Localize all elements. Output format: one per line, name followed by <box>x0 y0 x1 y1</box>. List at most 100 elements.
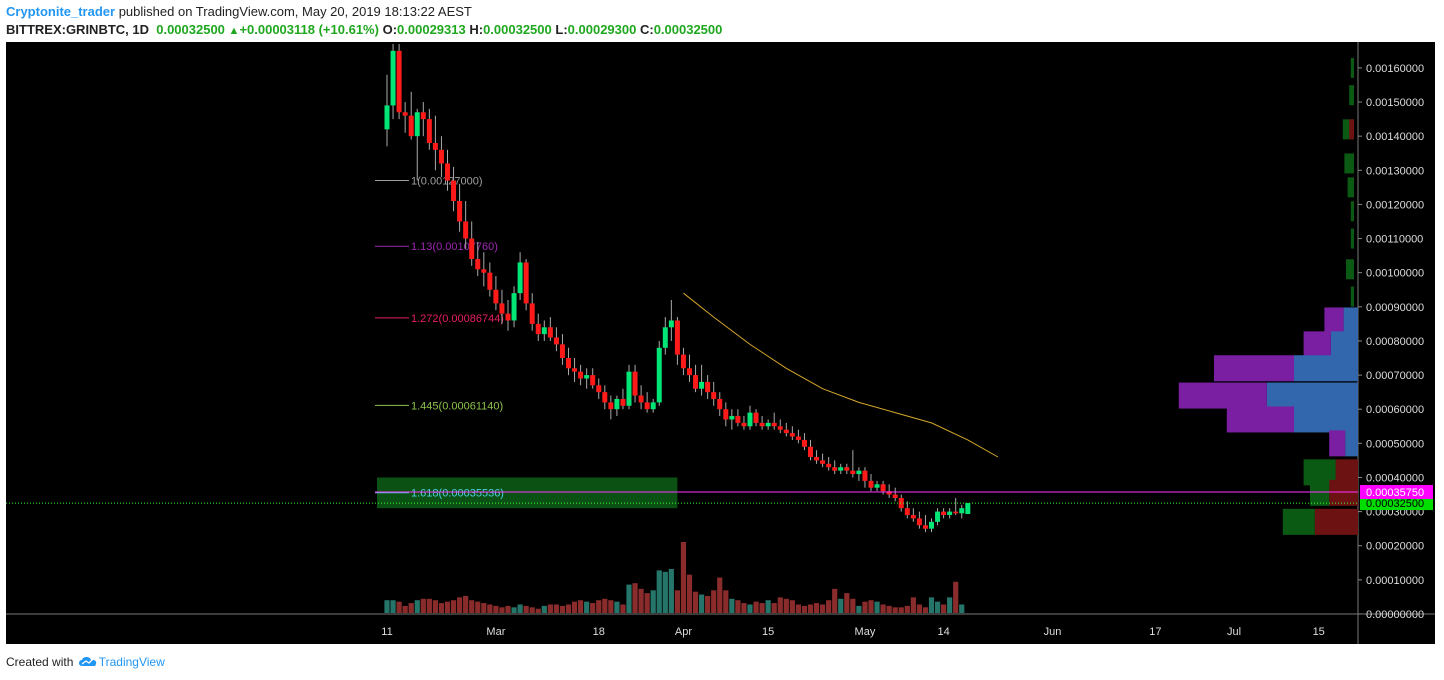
candle-up <box>541 327 547 335</box>
high-value: 0.00032500 <box>483 22 552 37</box>
candle-up <box>584 375 590 379</box>
volume-bar <box>753 601 759 613</box>
candle-down <box>445 163 450 181</box>
candle-down <box>590 375 596 386</box>
volume-bar <box>892 607 898 613</box>
candle-up <box>747 412 753 427</box>
candle-down <box>438 149 444 164</box>
x-tick-label: Jul <box>1227 626 1241 638</box>
candle-down <box>638 395 644 403</box>
candle-down <box>777 426 783 430</box>
candle-up <box>959 508 965 514</box>
volume-bar <box>662 571 668 613</box>
volume-bar <box>487 604 493 613</box>
candle-down <box>814 456 820 461</box>
candle-down <box>705 381 711 393</box>
y-tick-label: 0.00130000 <box>1366 165 1424 177</box>
volume-bar <box>838 598 844 613</box>
moving-average-line <box>683 292 999 458</box>
fib-level-label: 1.272(0.00086744) <box>411 313 504 325</box>
open-label: O: <box>382 22 398 37</box>
x-tick-label: 15 <box>1313 626 1325 638</box>
y-tick-label: 0.00050000 <box>1366 438 1424 450</box>
x-tick-label: 17 <box>1149 626 1161 638</box>
candle-down <box>808 446 813 457</box>
volume-profile-bar-left <box>1329 430 1346 457</box>
y-tick-label: 0.00100000 <box>1366 268 1424 280</box>
volume-bar <box>493 605 499 613</box>
volume-bar <box>614 601 620 613</box>
candle-down <box>572 368 578 372</box>
volume-profile-bar-right <box>1266 382 1358 409</box>
x-tick-label: Jun <box>1044 626 1062 638</box>
y-tick-label: 0.00120000 <box>1366 199 1424 211</box>
volume-bar <box>813 603 820 613</box>
candle-down <box>457 201 463 222</box>
candle-down <box>674 320 680 355</box>
volume-bar <box>795 604 801 613</box>
volume-bar <box>862 601 868 613</box>
candle-down <box>717 398 723 410</box>
candle-up <box>656 347 662 403</box>
volume-bar <box>801 605 808 613</box>
last-price: 0.00032500 <box>156 22 225 37</box>
symbol-label: BITTREX:GRINBTC, 1D <box>6 22 149 37</box>
symbol-info: BITTREX:GRINBTC, 1D 0.00032500 ▲+0.00003… <box>6 22 722 37</box>
candle-down <box>566 358 571 369</box>
volume-profile-bar-left <box>1178 382 1267 409</box>
volume-bar <box>686 574 693 613</box>
volume-bar <box>571 601 578 613</box>
volume-bar <box>850 598 856 613</box>
volume-profile-bar-right <box>1294 355 1358 382</box>
candle-down <box>922 525 928 529</box>
volume-bar <box>922 607 929 613</box>
x-tick-label: 18 <box>593 626 605 638</box>
volume-bar <box>759 603 765 613</box>
candle-down <box>880 484 886 492</box>
volume-bar <box>535 608 541 613</box>
candle-down <box>711 392 717 399</box>
volume-bar <box>692 591 699 613</box>
volume-bar <box>826 600 832 613</box>
volume-profile-bar-left <box>1310 479 1330 506</box>
candle-up <box>662 327 668 348</box>
volume-bar <box>626 584 632 613</box>
candle-up <box>947 511 953 516</box>
volume-bar <box>934 601 941 613</box>
y-tick-label: 0.00080000 <box>1366 336 1424 348</box>
volume-profile-bar-top <box>1350 201 1354 222</box>
low-value: 0.00029300 <box>567 22 637 37</box>
candle-down <box>783 429 789 434</box>
candle-down <box>844 467 850 471</box>
volume-bar <box>868 600 874 613</box>
author-link[interactable]: Cryptonite_trader <box>6 4 116 19</box>
volume-bar <box>771 603 777 613</box>
volume-profile-bar-top <box>1344 153 1354 174</box>
volume-bar <box>426 598 432 613</box>
volume-bar <box>420 598 426 613</box>
volume-bar <box>904 605 910 613</box>
candle-down <box>795 436 801 440</box>
volume-profile-bar-right <box>1343 307 1358 334</box>
fib-level-label: 1.445(0.00061140) <box>411 400 503 412</box>
candle-up <box>668 320 674 328</box>
x-tick-label: Mar <box>486 626 505 638</box>
volume-bar <box>916 604 922 613</box>
current-price-box <box>1360 496 1433 511</box>
candle-down <box>553 337 559 345</box>
tradingview-link[interactable]: TradingView <box>98 655 165 669</box>
candle-down <box>820 460 826 464</box>
volume-bar <box>717 577 723 613</box>
volume-bar <box>874 601 880 613</box>
volume-bar <box>807 604 814 613</box>
candle-down <box>402 112 408 116</box>
price-chart[interactable]: 1(0.00127000) 1.13(0.00107760) 1.272(0.000… <box>6 42 1435 644</box>
candle-up <box>384 105 390 130</box>
candle-down <box>396 50 402 113</box>
candle-down <box>868 480 874 488</box>
volume-bar <box>523 605 529 613</box>
volume-profile-bar-top <box>1350 286 1354 307</box>
candle-down <box>850 470 856 475</box>
candle-up <box>511 293 517 321</box>
candle-up <box>614 398 620 410</box>
